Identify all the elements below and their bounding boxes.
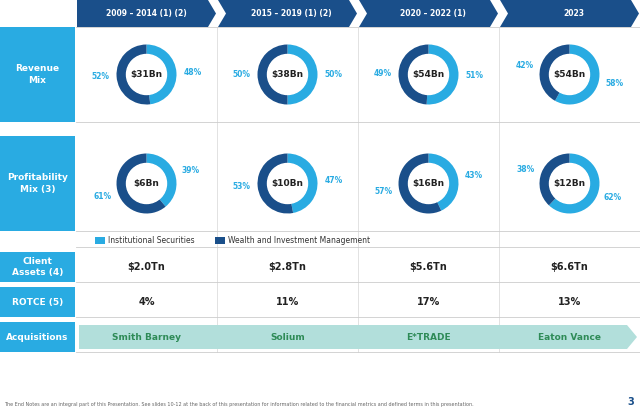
Text: 3: 3	[627, 397, 634, 407]
Text: ROTCE (5): ROTCE (5)	[12, 297, 63, 306]
FancyBboxPatch shape	[95, 237, 105, 244]
Text: 2023: 2023	[563, 9, 584, 18]
Text: $2.0Tn: $2.0Tn	[127, 262, 165, 272]
Text: 11%: 11%	[276, 297, 299, 307]
Text: $54Bn: $54Bn	[412, 70, 445, 79]
Text: 53%: 53%	[233, 183, 251, 191]
Text: The End Notes are an integral part of this Presentation. See slides 10-12 at the: The End Notes are an integral part of th…	[4, 402, 474, 407]
Polygon shape	[218, 0, 357, 27]
Wedge shape	[429, 153, 458, 211]
FancyBboxPatch shape	[0, 287, 75, 317]
Text: 62%: 62%	[604, 193, 622, 202]
Text: 13%: 13%	[558, 297, 581, 307]
Wedge shape	[555, 45, 600, 105]
Text: $6Bn: $6Bn	[134, 179, 159, 188]
Text: 49%: 49%	[373, 69, 392, 78]
Wedge shape	[427, 45, 458, 105]
Circle shape	[268, 163, 307, 203]
Text: $2.8Tn: $2.8Tn	[269, 262, 307, 272]
Wedge shape	[147, 45, 177, 104]
Wedge shape	[540, 45, 570, 101]
Text: 42%: 42%	[516, 61, 534, 70]
Polygon shape	[79, 325, 637, 349]
Text: 52%: 52%	[92, 72, 109, 81]
Text: $10Bn: $10Bn	[271, 179, 303, 188]
Circle shape	[127, 55, 166, 95]
FancyBboxPatch shape	[0, 136, 75, 231]
Circle shape	[550, 163, 589, 203]
Text: Smith Barney: Smith Barney	[112, 332, 181, 342]
Wedge shape	[257, 45, 287, 105]
Text: 38%: 38%	[517, 166, 535, 174]
Text: Acquisitions: Acquisitions	[6, 332, 68, 342]
Wedge shape	[257, 153, 293, 214]
Text: Client
Assets (4): Client Assets (4)	[12, 256, 63, 277]
Text: Wealth and Investment Management: Wealth and Investment Management	[228, 236, 370, 245]
Wedge shape	[147, 153, 177, 206]
Text: 51%: 51%	[465, 71, 483, 80]
Text: 61%: 61%	[93, 191, 112, 201]
Wedge shape	[287, 153, 317, 213]
Wedge shape	[116, 153, 166, 214]
FancyBboxPatch shape	[0, 322, 75, 352]
Text: 17%: 17%	[417, 297, 440, 307]
FancyBboxPatch shape	[0, 252, 75, 282]
Text: 48%: 48%	[184, 68, 202, 77]
Circle shape	[408, 55, 449, 95]
Wedge shape	[287, 45, 317, 105]
Polygon shape	[500, 0, 639, 27]
Text: 39%: 39%	[181, 166, 200, 176]
Text: Revenue
Mix: Revenue Mix	[15, 64, 60, 85]
Text: $31Bn: $31Bn	[131, 70, 163, 79]
Text: $12Bn: $12Bn	[554, 179, 586, 188]
Text: $16Bn: $16Bn	[412, 179, 445, 188]
Text: 58%: 58%	[605, 79, 623, 88]
Circle shape	[268, 55, 307, 95]
Circle shape	[550, 55, 589, 95]
Text: $5.6Tn: $5.6Tn	[410, 262, 447, 272]
Text: 47%: 47%	[324, 176, 342, 184]
Circle shape	[127, 163, 166, 203]
FancyBboxPatch shape	[215, 237, 225, 244]
Wedge shape	[549, 153, 600, 214]
Text: $38Bn: $38Bn	[271, 70, 303, 79]
Text: E*TRADE: E*TRADE	[406, 332, 451, 342]
Text: Solium: Solium	[270, 332, 305, 342]
Polygon shape	[77, 0, 216, 27]
Wedge shape	[399, 45, 429, 104]
Text: 2015 – 2019 (1) (2): 2015 – 2019 (1) (2)	[251, 9, 332, 18]
Polygon shape	[359, 0, 498, 27]
Text: $54Bn: $54Bn	[554, 70, 586, 79]
Wedge shape	[116, 45, 150, 105]
Text: Institutional Securities: Institutional Securities	[108, 236, 195, 245]
Wedge shape	[540, 153, 570, 205]
Circle shape	[408, 163, 449, 203]
Text: 43%: 43%	[465, 171, 483, 180]
Text: 2009 – 2014 (1) (2): 2009 – 2014 (1) (2)	[106, 9, 187, 18]
Text: $6.6Tn: $6.6Tn	[550, 262, 588, 272]
Text: 4%: 4%	[138, 297, 155, 307]
Text: 2020 – 2022 (1): 2020 – 2022 (1)	[399, 9, 465, 18]
FancyBboxPatch shape	[0, 27, 75, 122]
Text: 57%: 57%	[374, 187, 392, 196]
Text: Profitability
Mix (3): Profitability Mix (3)	[7, 173, 68, 194]
Text: Eaton Vance: Eaton Vance	[538, 332, 601, 342]
Text: 50%: 50%	[232, 70, 250, 79]
Wedge shape	[399, 153, 441, 214]
Text: 50%: 50%	[324, 70, 342, 79]
